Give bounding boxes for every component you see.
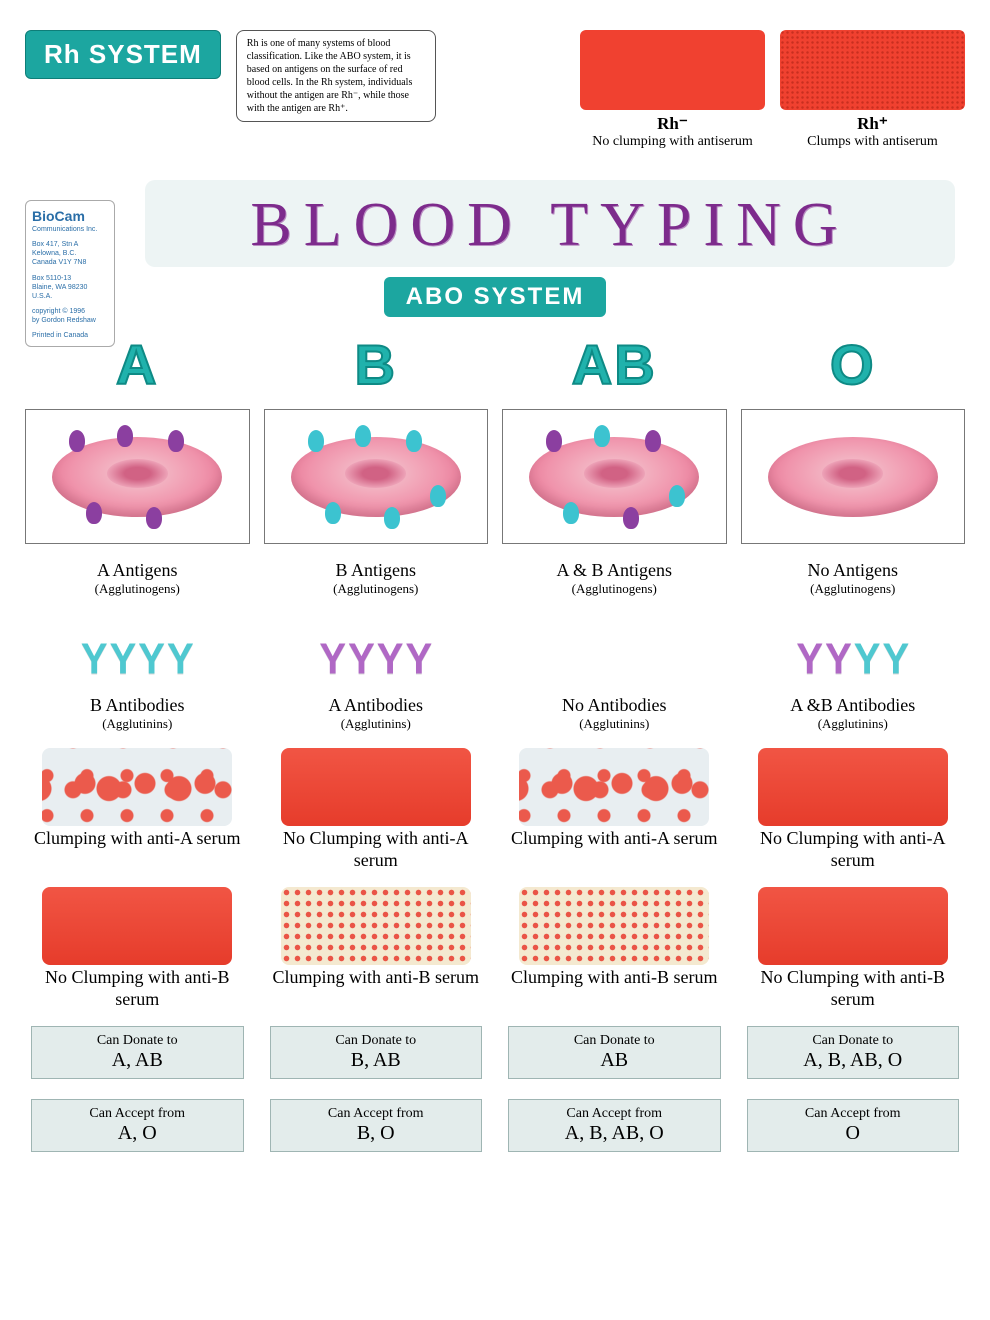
rh-description: Rh is one of many systems of blood class… [236, 30, 436, 122]
publisher-logo: BioCam Communications Inc. Box 417, Stn … [25, 200, 115, 347]
rbc-card-B [264, 409, 489, 544]
antibody-caption-AB: No Antibodies(Agglutinins) [502, 691, 727, 732]
rh-neg-swatch [580, 30, 765, 110]
serumA-AB: Clumping with anti-A serum [502, 744, 727, 871]
rh-pos-label: Rh⁺ [780, 114, 965, 134]
abo-system-badge: ABO SYSTEM [384, 277, 607, 317]
title-panel: BLOOD TYPING [145, 180, 955, 267]
brand-line: Communications Inc. [32, 225, 108, 234]
serumB-B: Clumping with anti-B serum [264, 883, 489, 1010]
rbc-card-A [25, 409, 250, 544]
rbc-card-AB [502, 409, 727, 544]
serumB-O: No Clumping with anti-B serum [741, 883, 966, 1010]
serumA-B: No Clumping with anti-A serum [264, 744, 489, 871]
antibody-icons-B: YYYY [264, 609, 489, 679]
antibody-icons-A: YYYY [25, 609, 250, 679]
donate-tag-AB: Can Donate toAB [508, 1026, 721, 1079]
antigen-caption-O: No Antigens(Agglutinogens) [741, 556, 966, 597]
antibody-caption-O: A &B Antibodies(Agglutinins) [741, 691, 966, 732]
brand-printed: Printed in Canada [32, 331, 108, 340]
accept-tag-O: Can Accept fromO [747, 1099, 960, 1152]
rh-neg-box: Rh⁻ No clumping with antiserum [580, 30, 765, 150]
rh-header: Rh SYSTEM Rh is one of many systems of b… [25, 30, 965, 150]
rh-neg-sub: No clumping with antiserum [580, 134, 765, 150]
accept-tag-AB: Can Accept fromA, B, AB, O [508, 1099, 721, 1152]
donate-tag-B: Can Donate toB, AB [270, 1026, 483, 1079]
brand-copy: copyright © 1996 by Gordon Redshaw [32, 307, 108, 325]
serumB-A: No Clumping with anti-B serum [25, 883, 250, 1010]
rh-pos-sub: Clumps with antiserum [780, 134, 965, 150]
antibody-icons-AB [502, 609, 727, 679]
donate-tag-O: Can Donate toA, B, AB, O [747, 1026, 960, 1079]
antibody-icons-O: YYYY [741, 609, 966, 679]
blood-type-grid: ABABOA Antigens(Agglutinogens)B Antigens… [25, 332, 965, 1156]
serumA-A: Clumping with anti-A serum [25, 744, 250, 871]
rbc-card-O [741, 409, 966, 544]
main-title: BLOOD TYPING [165, 190, 935, 261]
rh-pos-box: Rh⁺ Clumps with antiserum [780, 30, 965, 150]
serumB-AB: Clumping with anti-B serum [502, 883, 727, 1010]
type-letter-AB: AB [502, 332, 727, 397]
serumA-O: No Clumping with anti-A serum [741, 744, 966, 871]
rh-pos-swatch [780, 30, 965, 110]
rh-system-badge: Rh SYSTEM [25, 30, 221, 79]
donate-tag-A: Can Donate toA, AB [31, 1026, 244, 1079]
antibody-caption-B: A Antibodies(Agglutinins) [264, 691, 489, 732]
rh-neg-label: Rh⁻ [580, 114, 765, 134]
antibody-caption-A: B Antibodies(Agglutinins) [25, 691, 250, 732]
antigen-caption-AB: A & B Antigens(Agglutinogens) [502, 556, 727, 597]
antigen-caption-B: B Antigens(Agglutinogens) [264, 556, 489, 597]
brand-addr2: Box 5110-13 Blaine, WA 98230 U.S.A. [32, 274, 108, 301]
brand-addr1: Box 417, Stn A Kelowna, B.C. Canada V1Y … [32, 240, 108, 267]
accept-tag-B: Can Accept fromB, O [270, 1099, 483, 1152]
accept-tag-A: Can Accept fromA, O [31, 1099, 244, 1152]
type-letter-B: B [264, 332, 489, 397]
type-letter-O: O [741, 332, 966, 397]
antigen-caption-A: A Antigens(Agglutinogens) [25, 556, 250, 597]
brand-name: BioCam [32, 207, 108, 225]
